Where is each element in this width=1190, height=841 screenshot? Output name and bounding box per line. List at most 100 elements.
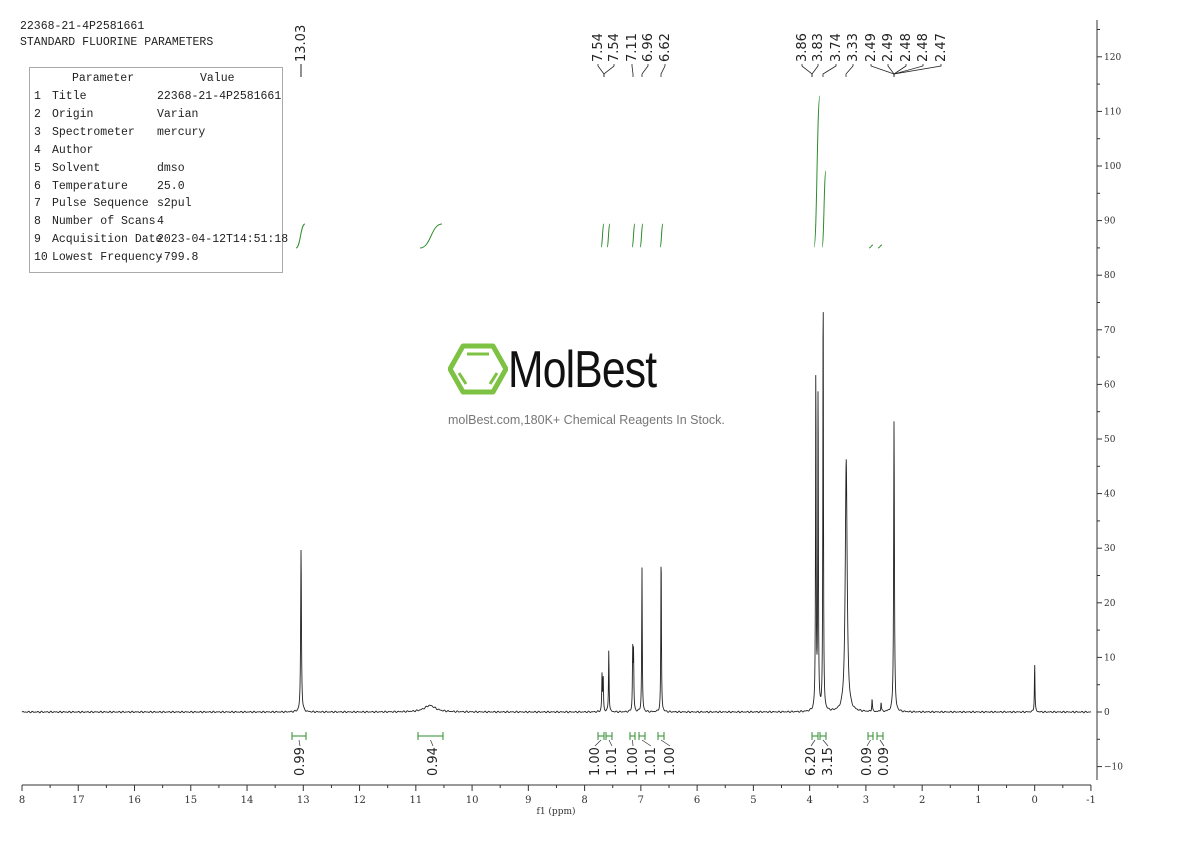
row-number: 5: [34, 161, 41, 175]
y-tick-label: 30: [1104, 544, 1116, 554]
integral-connector: [594, 739, 602, 747]
integral-connector: [641, 739, 652, 747]
watermark-brand: MolBest: [508, 341, 657, 399]
row-value: s2pul: [157, 197, 192, 211]
integral-connector: [810, 739, 816, 747]
x-tick-label: 7: [638, 795, 644, 806]
peak-label: 7.11: [625, 33, 640, 62]
integral-connector: [660, 739, 671, 747]
integral-curve: [877, 244, 883, 249]
integral-connector: [866, 739, 871, 747]
integral-label: 1.00: [588, 747, 603, 776]
integral-label: 1.00: [626, 747, 641, 776]
row-number: 8: [34, 215, 41, 229]
integral-connector: [879, 739, 885, 747]
x-tick-label: 16: [128, 795, 141, 806]
row-parameter: Lowest Frequency: [52, 251, 163, 265]
integral-bracket: [417, 732, 444, 740]
y-tick-label: 110: [1104, 107, 1121, 117]
peak-connector: [893, 64, 924, 77]
peak-label: 2.49: [864, 33, 879, 62]
molbest-logo: [447, 343, 509, 399]
peak-connector: [845, 64, 854, 77]
integral-label: 6.20: [804, 747, 819, 776]
x-tick-label: 2: [919, 795, 925, 806]
integral-bracket: [291, 732, 307, 740]
y-tick-label: 90: [1104, 217, 1116, 227]
x-tick-label: 5: [750, 795, 756, 806]
integral-curve: [606, 223, 611, 248]
peak-label: 6.96: [641, 33, 656, 62]
row-value: 25.0: [157, 179, 185, 193]
row-value: dmso: [157, 161, 185, 175]
peak-connector: [822, 64, 837, 77]
experiment-title: STANDARD FLUORINE PARAMETERS: [20, 36, 214, 49]
peak-label: 3.86: [795, 33, 810, 62]
integral-curve: [295, 223, 306, 249]
integral-connector: [430, 739, 434, 747]
row-number: 9: [34, 233, 41, 247]
row-parameter: Acquisition Date: [52, 233, 163, 247]
peak-label: 7.54: [591, 33, 606, 62]
spectrum-line: [21, 312, 1092, 714]
y-tick-label: 70: [1104, 326, 1116, 336]
row-parameter: Solvent: [52, 161, 101, 175]
row-parameter: Temperature: [52, 179, 128, 193]
integral-curves: [295, 95, 883, 249]
integral-curve: [600, 223, 605, 248]
peak-label: 3.74: [829, 33, 844, 62]
x-tick-label: 12: [353, 795, 366, 806]
peak-label: 7.54: [607, 33, 622, 62]
peak-label: 3.33: [846, 33, 861, 62]
peak-label: 2.48: [916, 33, 931, 62]
integral-curve: [659, 223, 664, 248]
x-tick-label: 8: [19, 795, 25, 806]
integral-label: 1.00: [663, 747, 678, 776]
row-value: Varian: [157, 107, 199, 121]
peak-connector: [597, 64, 605, 77]
integral-bracket: [811, 732, 819, 740]
integral-bracket: [657, 732, 665, 740]
x-tick-label: 3: [863, 795, 869, 806]
integral-curve: [813, 95, 821, 248]
row-parameter: Author: [52, 143, 94, 157]
sample-id: 22368-21-4P2581661: [20, 20, 145, 33]
integral-label: 1.01: [605, 747, 620, 776]
peak-label: 13.03: [294, 25, 309, 62]
spectrum-trace: [21, 312, 1092, 714]
integral-label: 3.15: [821, 747, 836, 776]
y-tick-label: 60: [1104, 380, 1116, 390]
integral-bracket: [605, 732, 613, 740]
integral-labels: 0.99 0.94 1.00 1.01 1.00 1.01 1.00 6.20 3.15 0.09…: [291, 732, 892, 776]
integral-label: 0.99: [293, 747, 308, 776]
integral-connector: [608, 739, 613, 747]
integral-bracket: [876, 732, 884, 740]
x-tick-label: 17: [72, 795, 85, 806]
row-value: 22368-21-4P2581661: [157, 90, 282, 103]
peak-label: 2.48: [899, 33, 914, 62]
parameter-table: Parameter Value 1 Title 22368-21-4P2581661 2 O…: [29, 67, 288, 273]
row-value: mercury: [157, 125, 206, 139]
integral-curve: [639, 223, 644, 248]
row-number: 4: [34, 143, 41, 157]
peak-labels: 13.03 7.54 7.54 7.11 6.96 6.62 3.86 3.83 3.74 3.3…: [294, 25, 949, 77]
integral-label: 0.09: [860, 747, 875, 776]
y-tick-label: 50: [1104, 435, 1116, 445]
integral-connector: [822, 739, 829, 747]
peak-connector: [641, 64, 649, 77]
integral-label: 0.94: [426, 747, 441, 776]
x-tick-label: 9: [525, 795, 531, 806]
row-parameter: Spectrometer: [52, 125, 135, 139]
y-tick-label: 40: [1104, 490, 1116, 500]
x-tick-label: 11: [409, 795, 422, 806]
integral-connector: [632, 739, 634, 747]
y-tick-label: 120: [1104, 53, 1121, 63]
integral-connector: [298, 739, 301, 747]
x-tick-label: 13: [297, 795, 310, 806]
integral-bracket: [638, 732, 646, 740]
peak-label: 3.83: [811, 33, 826, 62]
integral-bracket: [867, 732, 874, 740]
x-tick-label: 10: [466, 795, 479, 806]
x-tick-label: 6: [694, 795, 700, 806]
x-tick-label: 4: [806, 795, 812, 806]
